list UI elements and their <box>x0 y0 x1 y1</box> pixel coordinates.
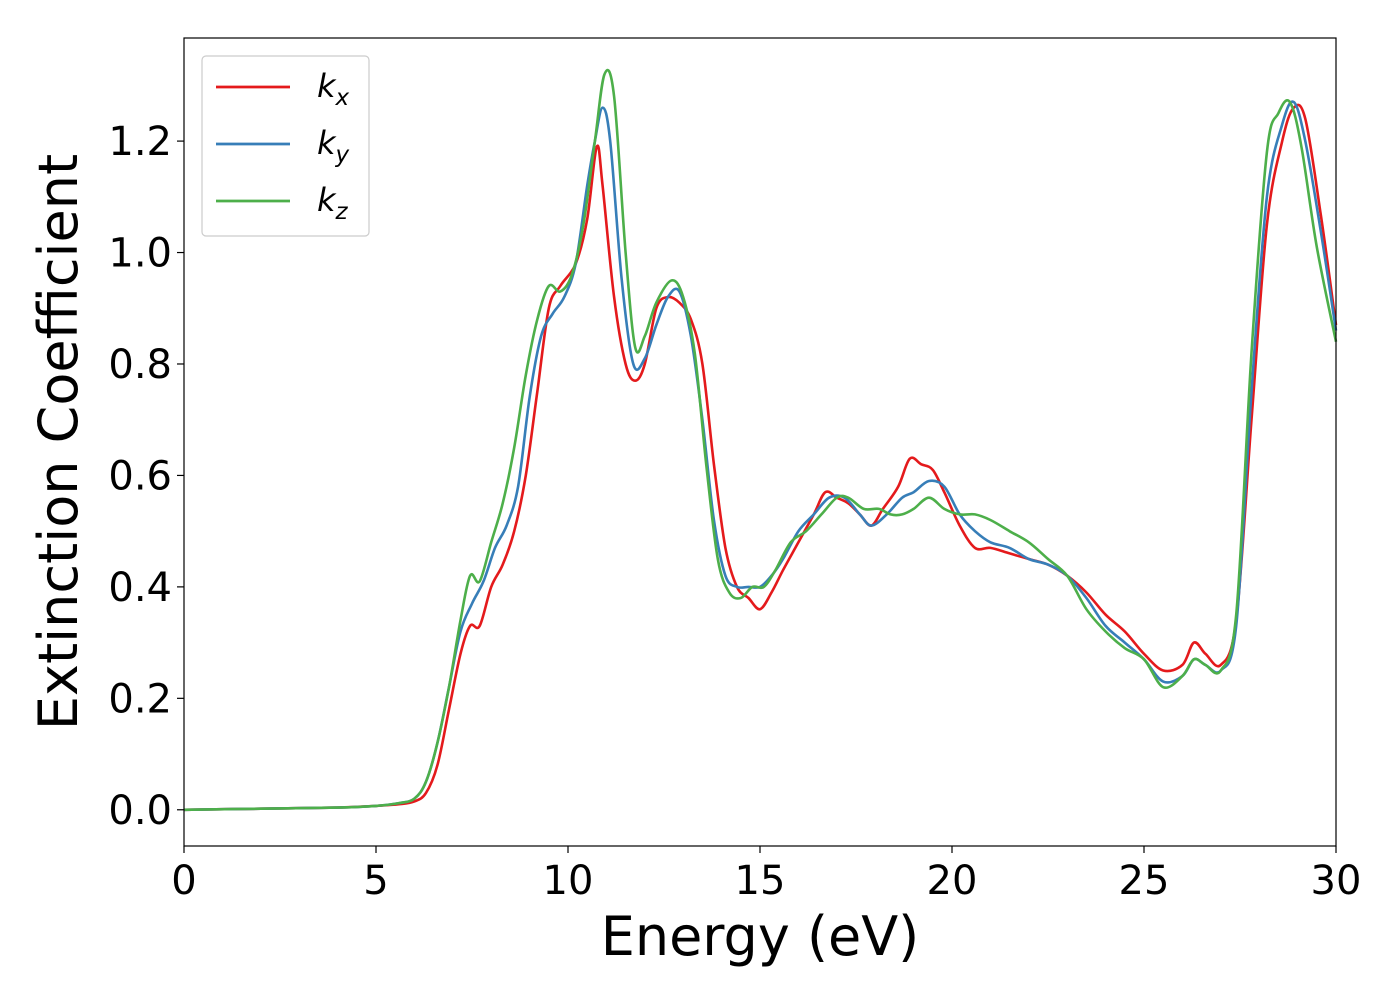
x-tick-label: 0 <box>171 858 196 904</box>
legend-label-z: kz <box>317 181 349 225</box>
x-tick-label: 20 <box>927 858 978 904</box>
legend: kx ky kz <box>201 55 370 237</box>
series-line-x <box>183 103 1338 812</box>
x-axis: 0 5 10 15 20 25 30 <box>171 846 1361 904</box>
y-tick-label: 1.2 <box>108 119 172 165</box>
x-tick-label: 30 <box>1311 858 1362 904</box>
y-tick-label: 0.8 <box>108 342 172 388</box>
y-tick-label: 0.4 <box>108 565 172 611</box>
series-layer <box>183 68 1338 812</box>
legend-label-y: ky <box>317 124 350 168</box>
y-tick-label: 0.2 <box>108 676 172 722</box>
plot-background <box>184 38 1336 846</box>
y-tick-label: 0.0 <box>108 788 172 834</box>
x-tick-label: 25 <box>1119 858 1170 904</box>
x-axis-title: Energy (eV) <box>601 905 920 968</box>
y-axis-title: Extinction Coefficient <box>27 154 90 730</box>
x-tick-label: 15 <box>735 858 786 904</box>
x-tick-label: 10 <box>543 858 594 904</box>
y-tick-label: 1.0 <box>108 231 172 277</box>
x-tick-label: 5 <box>363 858 388 904</box>
legend-box <box>201 55 370 237</box>
y-tick-label: 0.6 <box>108 453 172 499</box>
legend-label-x: kx <box>317 67 350 111</box>
y-axis: 0.0 0.2 0.4 0.6 0.8 1.0 1.2 <box>108 119 184 834</box>
series-line-z <box>183 68 1338 812</box>
